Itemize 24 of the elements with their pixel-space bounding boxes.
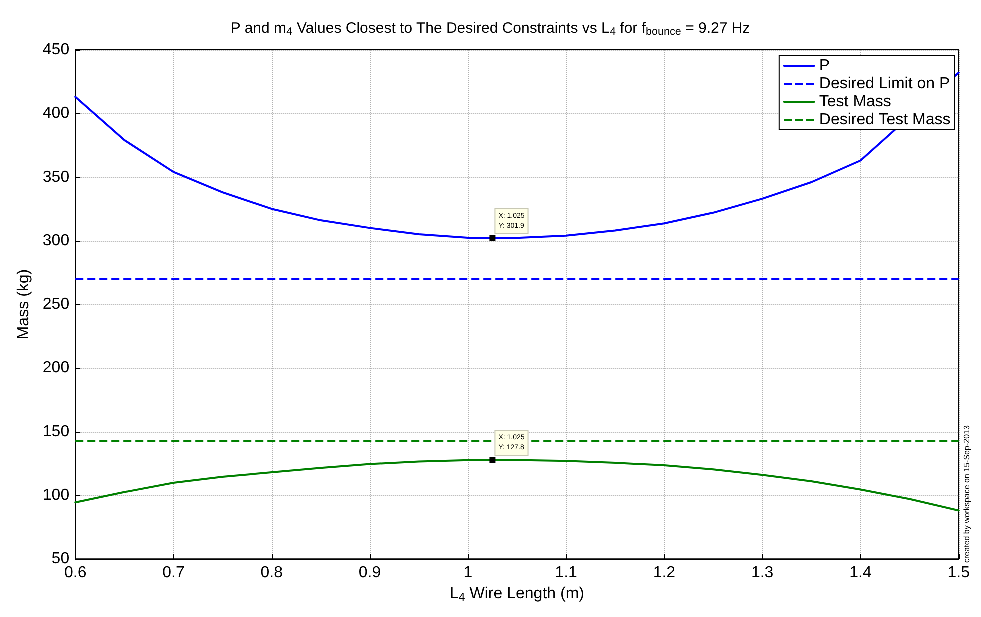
- y-tick-label: 400: [42, 105, 70, 122]
- x-tick-label: 1: [464, 564, 473, 582]
- x-tick-label: 0.9: [358, 564, 382, 582]
- legend-label: P: [819, 58, 830, 74]
- y-tick-label: 150: [42, 423, 70, 440]
- x-tick-label: 0.7: [162, 564, 185, 582]
- x-tick-label: 1.5: [948, 564, 970, 582]
- x-tick-label: 1.3: [751, 564, 774, 582]
- y-tick-label: 450: [42, 42, 70, 58]
- legend-label: Test Mass: [819, 94, 892, 110]
- y-tick-label: 100: [42, 486, 70, 504]
- x-tick-label: 1.4: [850, 564, 872, 582]
- x-tick-label: 0.8: [260, 564, 284, 582]
- text: created by workspace on 15-Sep-2013: [962, 425, 972, 563]
- x-tick-label: 1.1: [555, 564, 578, 582]
- legend-label: Desired Limit on P: [819, 76, 950, 92]
- x-tick-label: 1.2: [653, 564, 676, 582]
- y-tick-label: 300: [42, 232, 70, 250]
- y-axis-title: Mass (kg): [16, 269, 32, 340]
- x-tick-label: 0.6: [64, 564, 87, 582]
- y-tick-label: 350: [42, 168, 70, 186]
- y-tick-label: 250: [42, 296, 70, 314]
- legend-label: Desired Test Mass: [819, 112, 951, 128]
- y-tick-label: 200: [42, 360, 70, 377]
